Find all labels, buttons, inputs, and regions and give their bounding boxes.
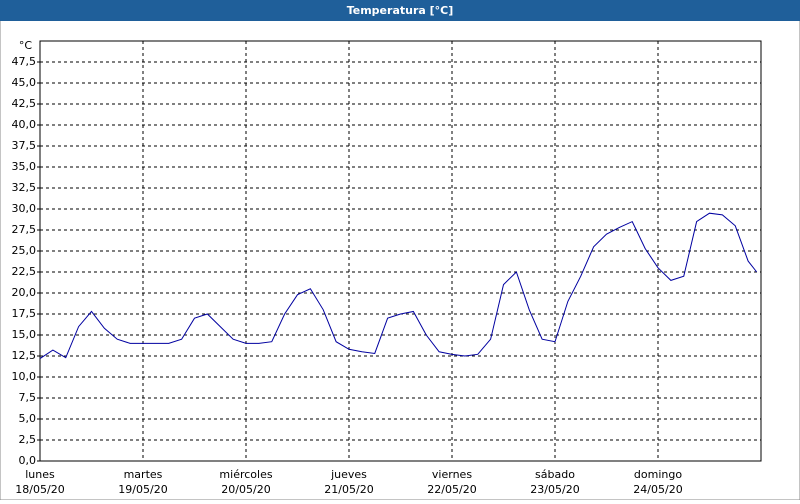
x-tick-label: lunes: [25, 468, 55, 481]
y-tick-label: 2,5: [19, 433, 37, 446]
y-tick-label: 20,0: [12, 286, 37, 299]
x-tick-date: 21/05/20: [324, 483, 373, 496]
y-tick-label: 22,5: [12, 265, 37, 278]
y-tick-label: 40,0: [12, 118, 37, 131]
y-unit: °C: [19, 39, 33, 52]
y-tick-label: 30,0: [12, 202, 37, 215]
y-tick-label: 47,5: [12, 55, 37, 68]
y-tick-label: 37,5: [12, 139, 37, 152]
y-tick-label: 25,0: [12, 244, 37, 257]
line: [39, 212, 758, 359]
x-tick-date: 20/05/20: [221, 483, 270, 496]
y-tick-label: 7,5: [19, 391, 37, 404]
y-tick-label: 42,5: [12, 97, 37, 110]
y-tick-label: 17,5: [12, 307, 37, 320]
x-tick-label: martes: [124, 468, 163, 481]
x-tick-date: 18/05/20: [15, 483, 64, 496]
plot-border: [39, 40, 762, 462]
y-tick-label: 0,0: [19, 454, 37, 467]
y-tick-label: 15,0: [12, 328, 37, 341]
title-bar: [0, 0, 800, 21]
x-tick-date: 19/05/20: [118, 483, 167, 496]
x-tick-label: domingo: [634, 468, 682, 481]
y-tick-label: 45,0: [12, 76, 37, 89]
x-tick-label: miércoles: [219, 468, 272, 481]
chart-title: Temperatura [°C]: [347, 4, 454, 17]
x-tick-date: 23/05/20: [530, 483, 579, 496]
x-tick-label: viernes: [432, 468, 472, 481]
y-tick-label: 35,0: [12, 160, 37, 173]
y-tick-label: 27,5: [12, 223, 37, 236]
x-tick-date: 24/05/20: [633, 483, 682, 496]
x-tick-label: sábado: [535, 468, 575, 481]
y-tick-label: 5,0: [19, 412, 37, 425]
y-tick-label: 12,5: [12, 349, 37, 362]
x-tick-date: 22/05/20: [427, 483, 476, 496]
x-tick-label: jueves: [330, 468, 367, 481]
y-tick-label: 10,0: [12, 370, 37, 383]
y-tick-label: 32,5: [12, 181, 37, 194]
